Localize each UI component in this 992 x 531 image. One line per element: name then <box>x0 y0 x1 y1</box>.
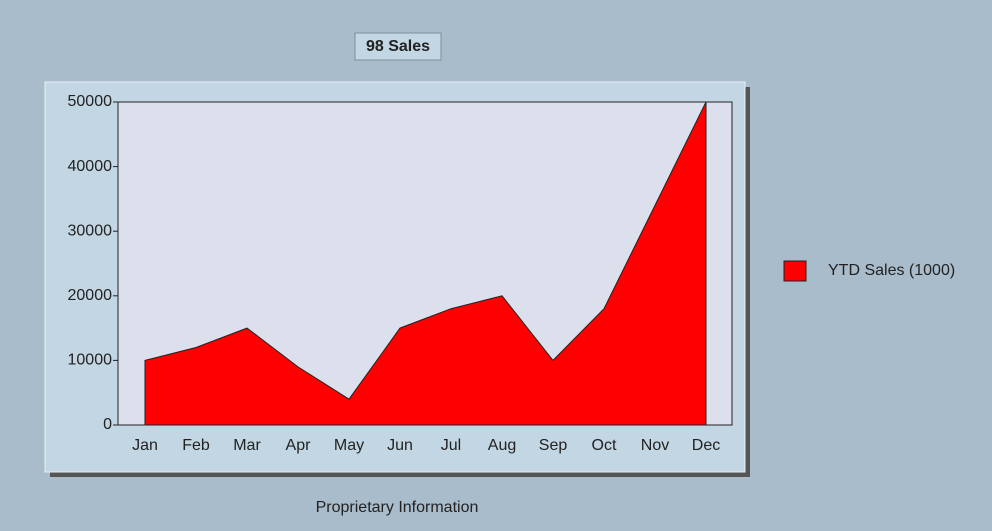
x-tick-label: Jun <box>387 437 413 454</box>
x-tick-label: Feb <box>182 437 210 454</box>
x-tick-label: Jan <box>132 437 158 454</box>
area <box>144 101 707 426</box>
x-tick-label: Sep <box>539 437 568 454</box>
footer: Proprietary Information <box>316 499 479 516</box>
x-tick-label: May <box>334 437 364 454</box>
y-tick-label: 40000 <box>68 158 113 175</box>
y-tick-label: 30000 <box>68 222 113 239</box>
y-tick-label: 20000 <box>68 287 113 304</box>
legend-swatch <box>783 260 807 282</box>
x-tick-label: Nov <box>641 437 669 454</box>
chart-title: 98 Sales <box>366 38 430 55</box>
y-tick-label: 50000 <box>68 93 113 110</box>
x-tick-label: Mar <box>233 437 261 454</box>
y-tick-label: 0 <box>103 416 112 433</box>
x-tick-label: Apr <box>286 437 312 454</box>
x-tick-label: Oct <box>592 437 617 454</box>
legend-label: YTD Sales (1000) <box>828 262 955 279</box>
title-box <box>354 32 442 61</box>
x-tick-label: Jul <box>441 437 461 454</box>
x-tick-label: Aug <box>488 437 516 454</box>
y-tick-label: 10000 <box>68 352 113 369</box>
x-tick-label: Dec <box>692 437 720 454</box>
